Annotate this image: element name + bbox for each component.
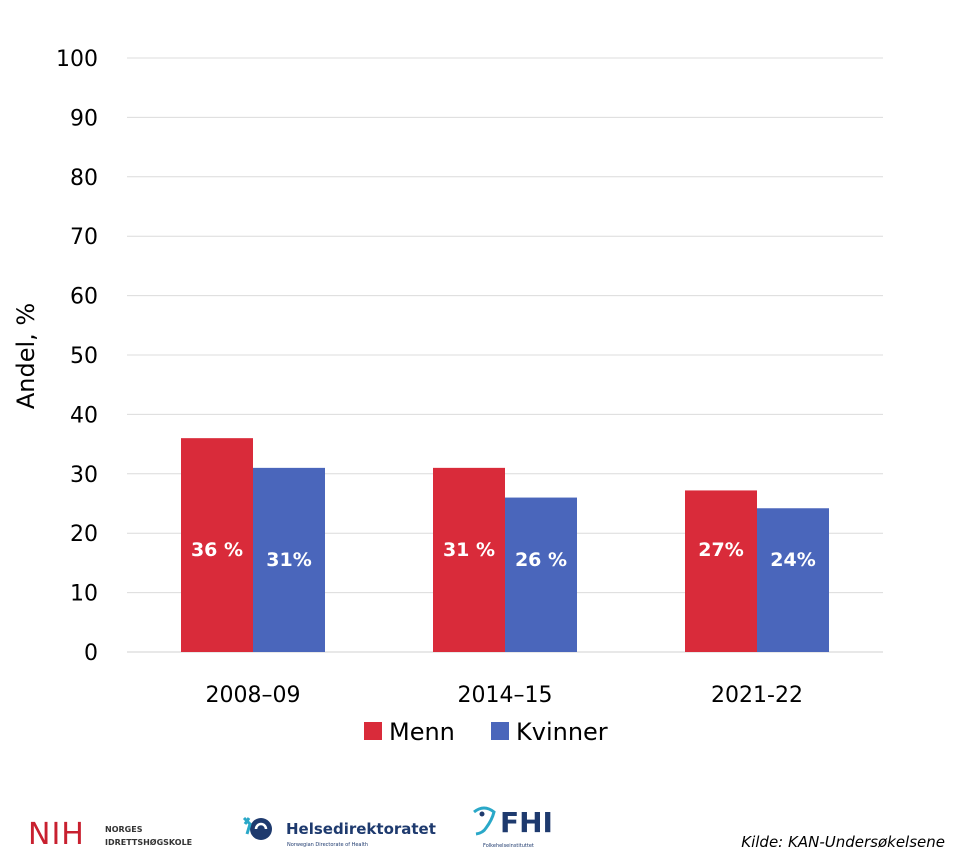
data-labels: 36 % 31% 31 % 26 % 27% 24% <box>191 539 816 571</box>
y-axis-ticks: 0 10 20 30 40 50 60 70 80 90 100 <box>56 47 98 666</box>
x-tick-label: 2014–15 <box>458 683 553 708</box>
nih-logo-line2: IDRETTSHØGSKOLE <box>105 837 192 847</box>
bar-menn-1 <box>433 467 505 652</box>
nih-logo: NIH NORGES IDRETTSHØGSKOLE <box>28 817 192 852</box>
y-tick-label: 30 <box>70 463 98 488</box>
hdir-logo-sub: Norwegian Directorate of Health <box>287 842 368 848</box>
bar-menn-2 <box>685 490 757 652</box>
y-tick-label: 80 <box>70 166 98 191</box>
bar-kvinner-2 <box>757 508 829 652</box>
bar-kvinner-1 <box>505 497 577 652</box>
bar-kvinner-0 <box>253 467 325 652</box>
legend-swatch-kvinner <box>491 722 509 740</box>
data-label-kvinner-1: 26 % <box>515 549 567 571</box>
data-label-menn-1: 31 % <box>443 539 495 561</box>
legend-label-kvinner: Kvinner <box>516 718 608 746</box>
fhi-logo-icon <box>473 806 496 836</box>
y-tick-label: 20 <box>70 522 98 547</box>
hdir-logo-name: Helsedirektoratet <box>286 820 436 838</box>
source-note: Kilde: KAN-Undersøkelsene <box>741 833 945 851</box>
bars <box>181 438 829 652</box>
x-tick-label: 2021-22 <box>711 683 803 708</box>
legend-swatch-menn <box>364 722 382 740</box>
y-tick-label: 10 <box>70 582 98 607</box>
y-tick-label: 0 <box>84 641 98 666</box>
hdir-logo: Helsedirektoratet Norwegian Directorate … <box>242 816 436 848</box>
fhi-logo-name: FHI <box>500 806 553 839</box>
y-tick-label: 90 <box>70 106 98 131</box>
fhi-logo-sub: Folkehelseinstituttet <box>483 843 534 849</box>
y-tick-label: 60 <box>70 285 98 310</box>
legend: Menn Kvinner <box>364 718 608 746</box>
data-label-menn-0: 36 % <box>191 539 243 561</box>
y-tick-label: 100 <box>56 47 98 72</box>
data-label-kvinner-0: 31% <box>266 549 311 571</box>
bar-menn-0 <box>181 438 253 652</box>
y-tick-label: 70 <box>70 225 98 250</box>
y-axis-label: Andel, % <box>12 303 40 409</box>
y-tick-label: 50 <box>70 344 98 369</box>
x-axis-ticks: 2008–09 2014–15 2021-22 <box>206 683 803 708</box>
fhi-logo: FHI Folkehelseinstituttet <box>473 806 553 849</box>
nih-logo-line1: NORGES <box>105 825 143 834</box>
x-tick-label: 2008–09 <box>206 683 301 708</box>
hdir-logo-icon <box>242 816 272 840</box>
nih-logo-mark: NIH <box>28 817 85 852</box>
y-tick-label: 40 <box>70 403 98 428</box>
data-label-kvinner-2: 24% <box>770 549 815 571</box>
legend-label-menn: Menn <box>389 718 455 746</box>
data-label-menn-2: 27% <box>698 539 743 561</box>
